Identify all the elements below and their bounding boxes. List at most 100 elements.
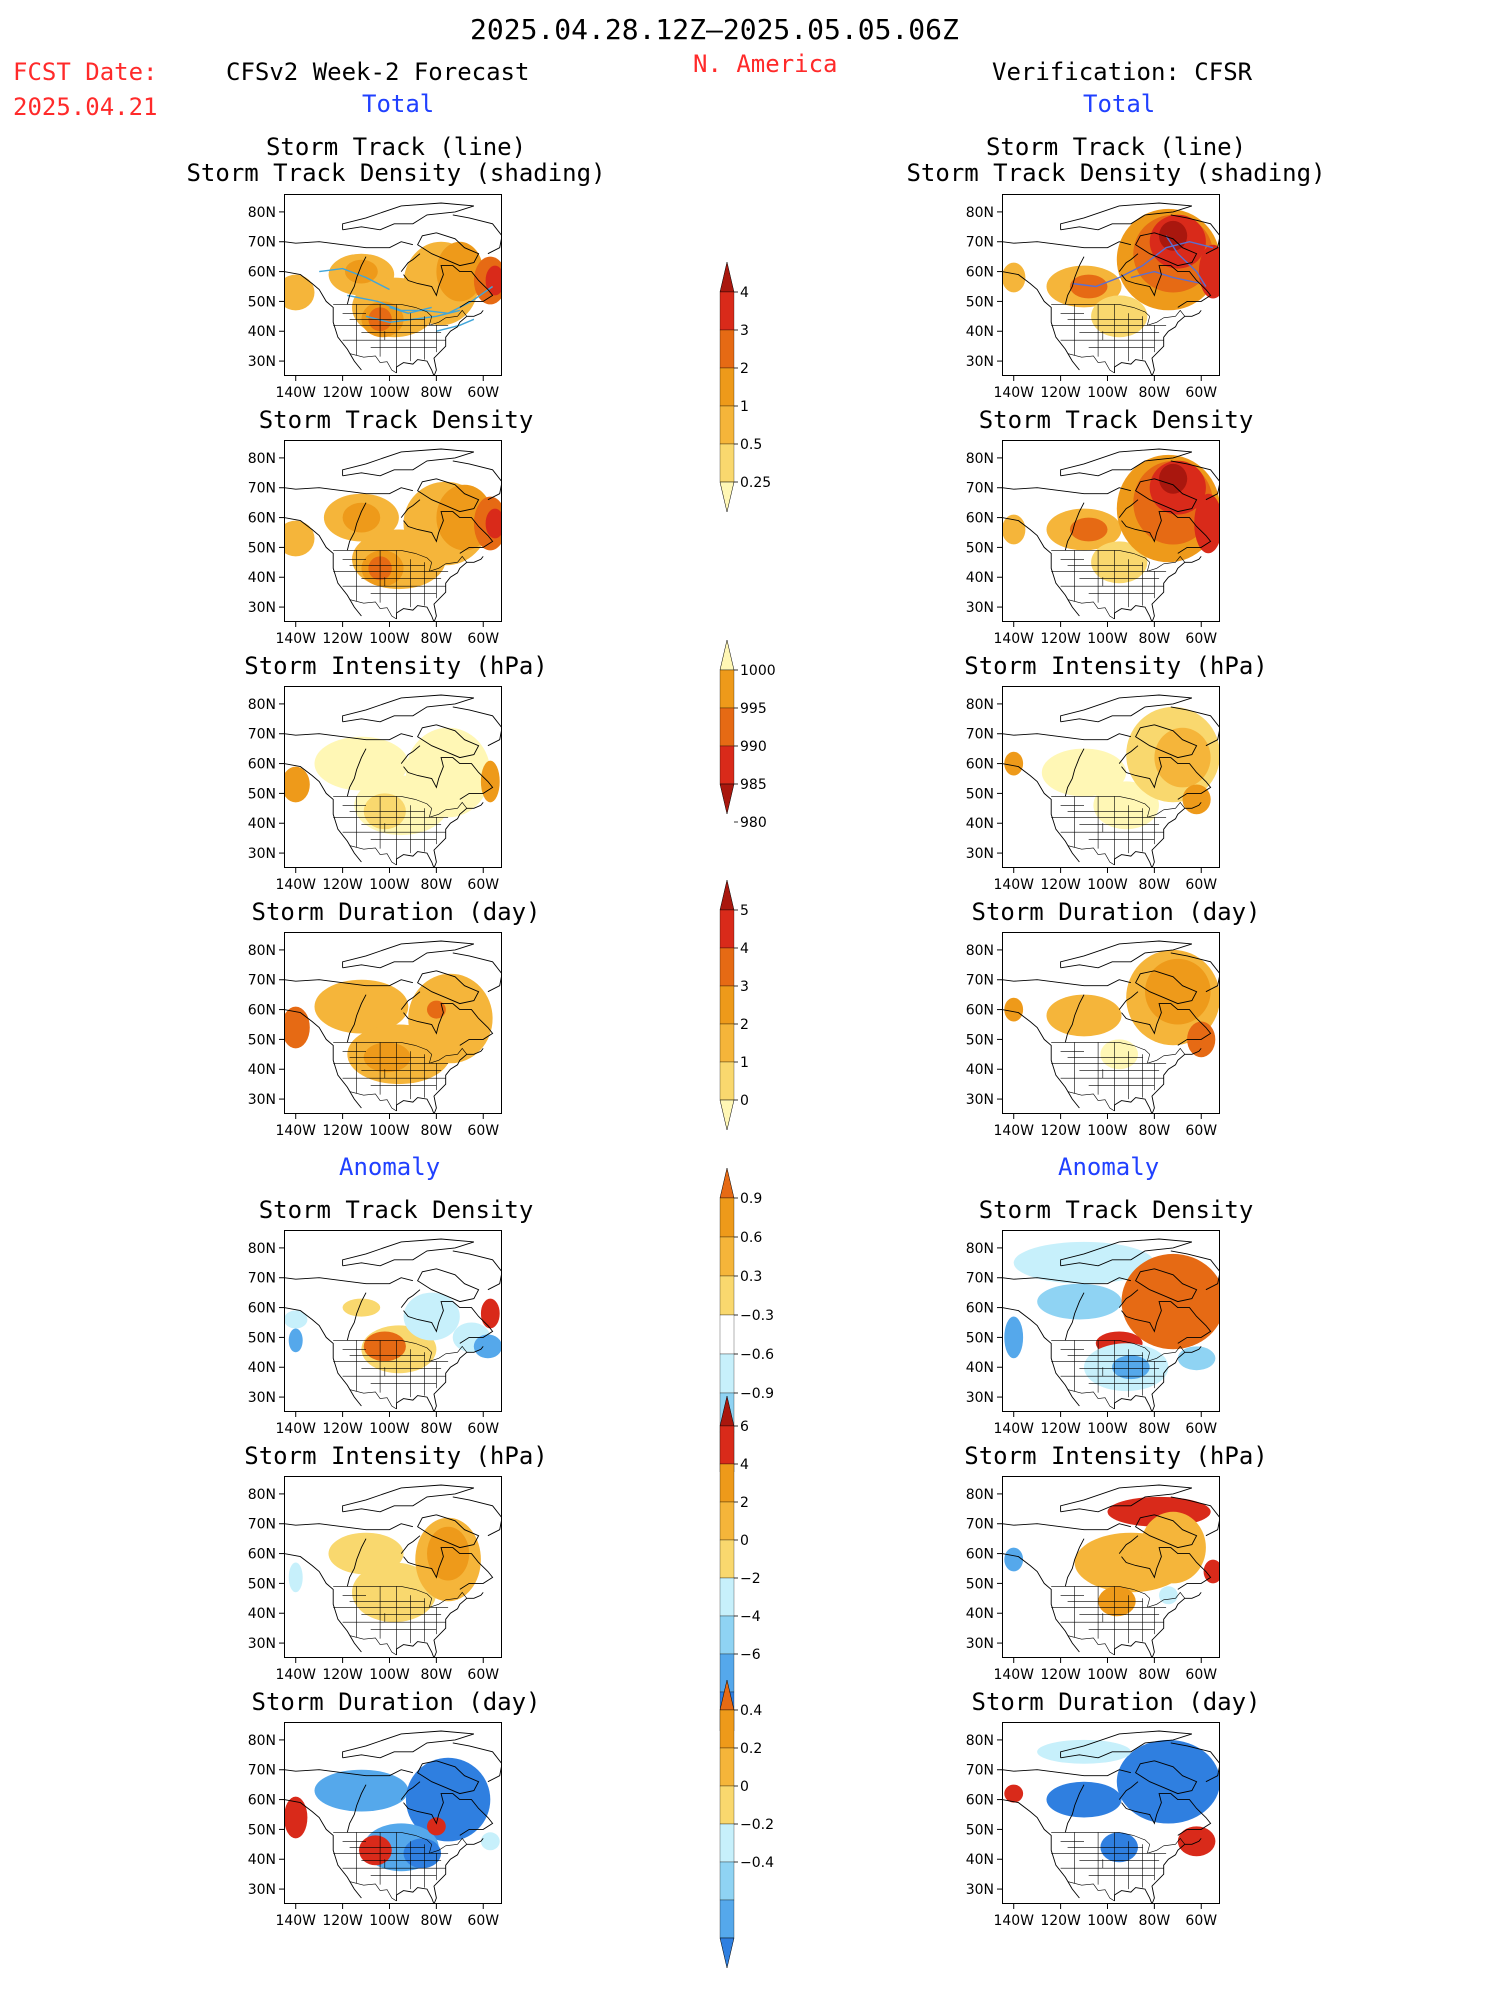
lon-tick-label: 140W [993, 1123, 1034, 1139]
shade-f-a-duration-5 [284, 1796, 308, 1839]
map-panel-f-a-density: 80N 70N 60N 50N 40N 30N 140W 120W 100W 80W 60W [248, 1230, 502, 1437]
shade-f-a-duration-4 [359, 1835, 392, 1866]
border-v-duration-1 [1067, 1091, 1115, 1112]
lat-tick-label: 50N [966, 1576, 994, 1592]
lat-tick-label: 60N [966, 757, 994, 773]
colorbar-label: 0.4 [740, 1703, 762, 1719]
colorbar-arrow-top [719, 639, 735, 671]
lat-tick-label: 40N [248, 816, 276, 832]
coastline-v-track-0 [1002, 271, 1080, 371]
coastline-f-density-7 [346, 502, 367, 551]
colorbar-swatch [719, 1236, 735, 1277]
coastline-f-a-intensity-7 [346, 1538, 367, 1587]
map-svg-v-intensity: 80N 70N 60N 50N 40N 30N 140W 120W 100W 80W 60W [966, 686, 1220, 893]
shade-f-track-0 [284, 274, 315, 311]
map-frame-v-a-density [1002, 1230, 1220, 1412]
map-frame-f-density [284, 440, 502, 622]
coastline-f-a-density-1 [396, 1346, 484, 1412]
lat-tick-label: 70N [248, 235, 276, 251]
lon-tick-label: 120W [1040, 631, 1081, 647]
lon-tick-label: 60W [467, 1421, 499, 1437]
track-line-f-track-0 [319, 267, 390, 291]
coastline-f-duration-0 [284, 1009, 362, 1109]
colorbar-2: 5 4 3 2 1 0 [719, 879, 800, 1174]
coastline-v-a-intensity-4 [1135, 1514, 1198, 1549]
coastline-v-density-3 [1121, 511, 1212, 554]
lon-tick-label: 120W [1040, 385, 1081, 401]
lon-tick-label: 120W [1040, 1667, 1081, 1683]
map-svg-f-intensity: 80N 70N 60N 50N 40N 30N 140W 120W 100W 80W 60W [248, 686, 502, 893]
colorbar-swatch [719, 1353, 735, 1394]
colorbar-arrow-top [719, 1679, 735, 1711]
colorbar-swatch [719, 329, 735, 369]
colorbar-swatch [719, 1577, 735, 1617]
shade-f-a-duration-6 [427, 1817, 446, 1836]
border-v-intensity-1 [1067, 845, 1115, 866]
lat-tick-label: 30N [966, 354, 994, 370]
map-frame-f-intensity [284, 686, 502, 868]
colorbar-label: 995 [740, 701, 767, 717]
track-line-f-track-3 [436, 318, 475, 332]
colorbar-label: 1 [740, 399, 749, 415]
shade-f-density-9 [485, 508, 502, 539]
border-v-a-density-1 [1067, 1389, 1115, 1410]
lon-tick-label: 140W [993, 877, 1034, 893]
lat-tick-label: 30N [966, 1882, 994, 1898]
colorbar-label: 980 [740, 815, 767, 831]
coastline-f-duration-8 [400, 991, 421, 1010]
coastline-v-intensity-3 [1121, 757, 1212, 800]
coastline-v-a-density-6 [1170, 1250, 1220, 1291]
coastline-v-intensity-5 [1060, 694, 1193, 723]
shade-v-a-density-3 [1121, 1253, 1220, 1350]
lon-tick-label: 120W [322, 1123, 363, 1139]
title-f-a-intensity: Storm Intensity (hPa) [244, 1442, 548, 1470]
colorbar-label: 2 [740, 1017, 749, 1033]
lat-tick-label: 50N [248, 786, 276, 802]
coastline-v-intensity-7 [1064, 748, 1085, 797]
coastline-v-duration-5 [1060, 940, 1193, 969]
coastline-f-intensity-7 [346, 748, 367, 797]
coastline-v-a-duration-1 [1114, 1838, 1202, 1904]
coastline-f-a-duration-2 [284, 1769, 414, 1777]
coastline-v-a-duration-0 [1002, 1799, 1080, 1899]
coastline-f-track-6 [452, 214, 502, 255]
lat-tick-label: 30N [248, 600, 276, 616]
lon-tick-label: 100W [1087, 1667, 1128, 1683]
coastline-v-a-intensity-3 [1121, 1547, 1212, 1590]
lon-tick-label: 120W [322, 631, 363, 647]
title-v-intensity: Storm Intensity (hPa) [964, 652, 1268, 680]
shade-f-duration-2 [408, 973, 493, 1064]
map-panel-v-a-density: 80N 70N 60N 50N 40N 30N 140W 120W 100W 80W 60W [966, 1230, 1220, 1437]
lat-tick-label: 30N [248, 846, 276, 862]
lat-tick-label: 70N [966, 1763, 994, 1779]
shade-f-a-density-0 [288, 1328, 303, 1353]
coastline-v-a-duration-7 [1064, 1784, 1085, 1833]
border-f-a-intensity-1 [349, 1635, 397, 1656]
lat-tick-label: 60N [966, 511, 994, 527]
coastline-v-track-3 [1121, 265, 1212, 308]
lat-tick-label: 40N [248, 570, 276, 586]
shade-f-intensity-5 [480, 760, 500, 803]
colorbar-label: 5 [740, 903, 749, 919]
colorbar-swatch [719, 1275, 735, 1316]
lon-tick-label: 60W [1185, 385, 1217, 401]
colorbar-label: 2 [740, 1495, 749, 1511]
colorbar-label: 0.25 [740, 475, 771, 491]
coastline-f-a-density-7 [346, 1292, 367, 1341]
colorbar-label: 0 [740, 1779, 749, 1795]
shade-v-track-8 [1198, 244, 1220, 299]
colorbar-label: −0.3 [740, 1308, 774, 1324]
colorbar-swatch [719, 745, 735, 785]
shade-v-a-intensity-6 [1159, 1586, 1178, 1605]
title-f-track-line: Storm Track (line) [265, 133, 527, 161]
lat-tick-label: 70N [966, 973, 994, 989]
shade-f-a-duration-0 [314, 1769, 409, 1812]
coastline-v-intensity-2 [1002, 733, 1132, 741]
lat-tick-label: 30N [248, 1636, 276, 1652]
colorbar-label: 6 [740, 1419, 749, 1435]
shade-v-a-intensity-5 [1203, 1559, 1220, 1584]
shade-v-a-intensity-3 [1140, 1511, 1206, 1584]
shade-v-duration-0 [1046, 994, 1122, 1037]
map-panel-f-density: 80N 70N 60N 50N 40N 30N 140W 120W 100W 80W 60W [248, 440, 502, 647]
coastline-f-intensity-2 [284, 733, 414, 741]
